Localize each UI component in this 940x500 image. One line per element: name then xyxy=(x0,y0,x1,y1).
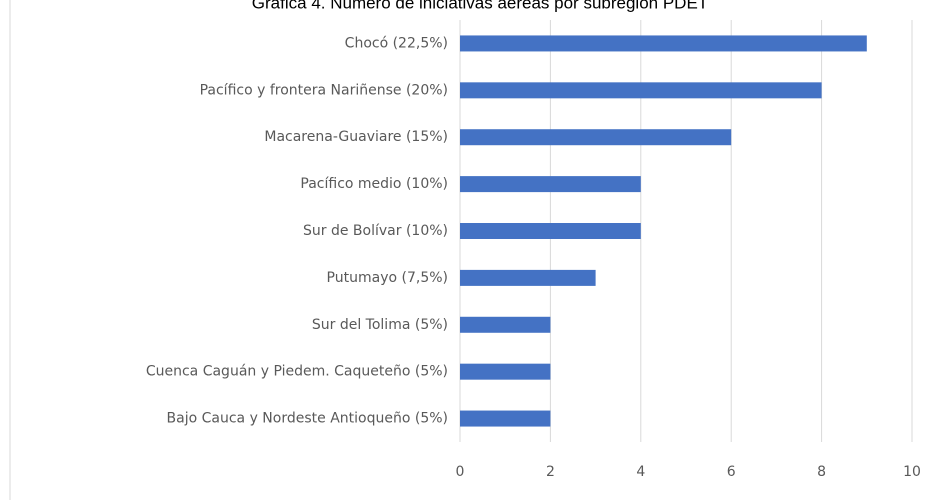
bar xyxy=(460,176,641,193)
x-tick-label: 10 xyxy=(903,464,921,480)
y-tick-label: Pacífico medio (10%) xyxy=(300,176,448,192)
bar xyxy=(460,410,551,427)
y-tick-label: Putumayo (7,5%) xyxy=(327,270,448,286)
x-tick-label: 0 xyxy=(456,464,465,480)
bar xyxy=(460,223,641,239)
bar xyxy=(460,129,732,146)
chart-border xyxy=(9,0,11,500)
y-tick-label: Sur de Bolívar (10%) xyxy=(303,223,448,239)
x-tick-label: 2 xyxy=(546,464,555,480)
chart-title: Gráfica 4. Número de iniciativas aéreas … xyxy=(252,0,708,12)
bar xyxy=(460,35,867,52)
y-tick-label: Pacífico y frontera Nariñense (20%) xyxy=(200,82,448,98)
bar xyxy=(460,363,551,380)
x-tick-label: 6 xyxy=(727,464,736,480)
x-tick-label: 8 xyxy=(817,464,826,480)
y-tick-label: Macarena-Guaviare (15%) xyxy=(264,129,448,145)
x-tick-label: 4 xyxy=(636,464,645,480)
y-tick-label: Sur del Tolima (5%) xyxy=(312,317,448,333)
bar xyxy=(460,269,596,286)
y-tick-label: Chocó (22,5%) xyxy=(345,35,448,51)
bar xyxy=(460,82,822,99)
y-tick-label: Bajo Cauca y Nordeste Antioqueño (5%) xyxy=(167,411,448,427)
bar xyxy=(460,316,551,333)
y-tick-label: Cuenca Caguán y Piedem. Caqueteño (5%) xyxy=(146,364,448,380)
